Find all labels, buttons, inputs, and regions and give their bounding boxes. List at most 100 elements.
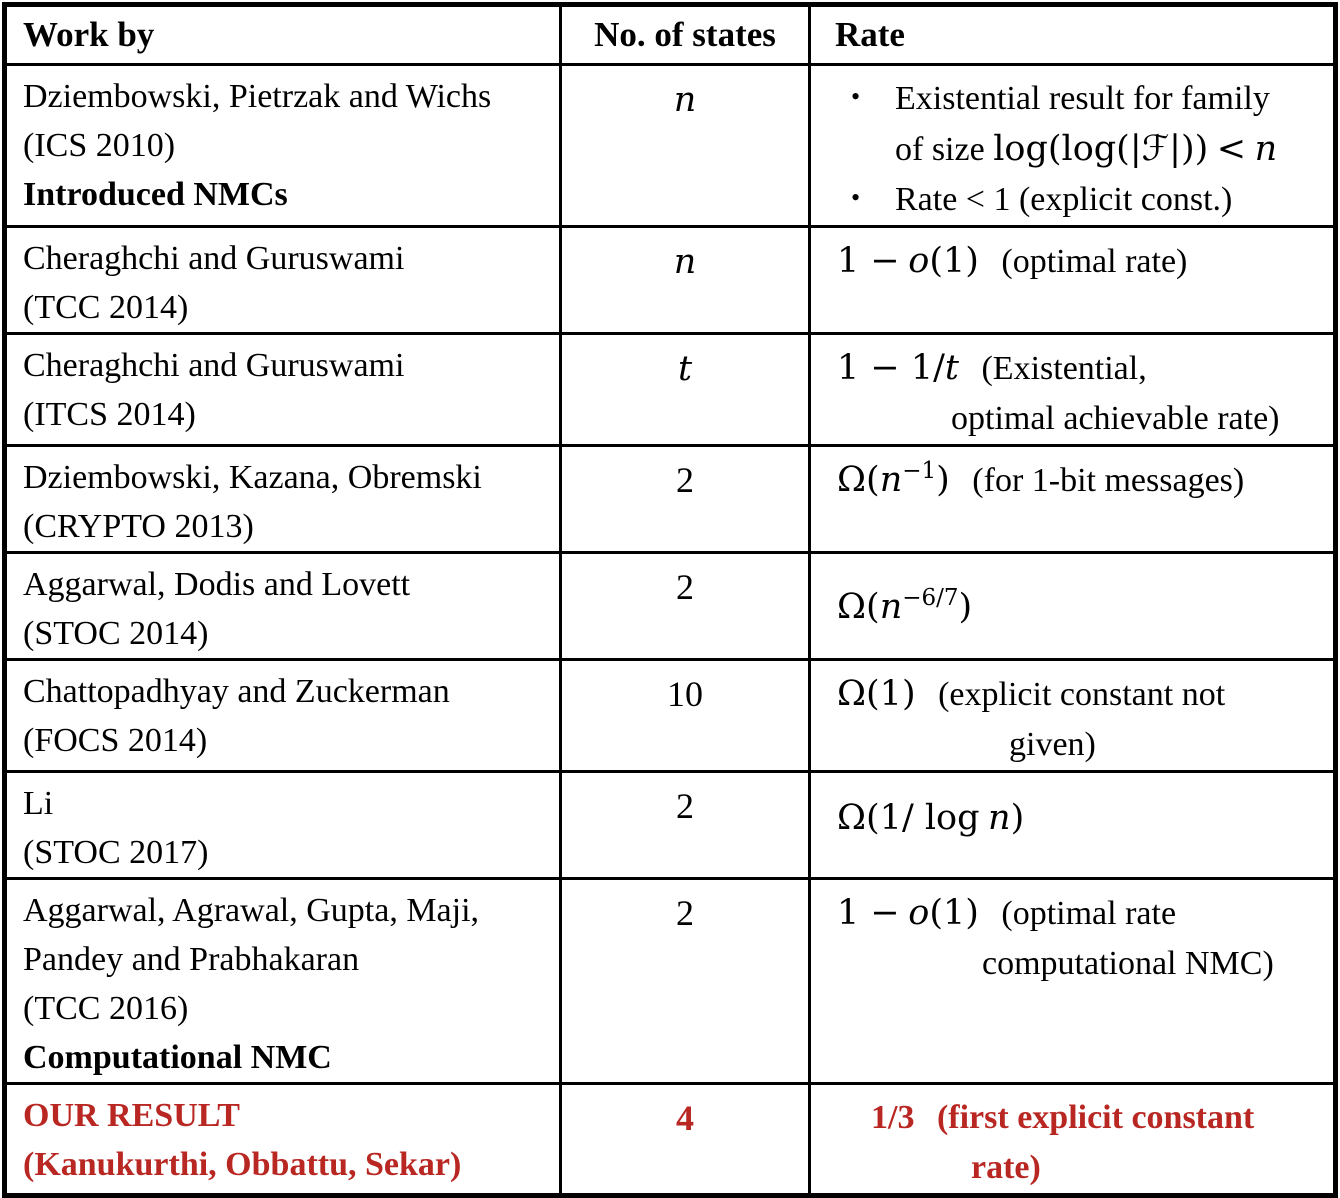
rate-cell: Ω(n−1) (for 1-bit messages)	[808, 444, 1337, 554]
table-row: Cheraghchi and Guruswami (TCC 2014) n 1 …	[3, 225, 1337, 335]
rate-formula: Ω(1/ log	[837, 798, 980, 838]
rate-formula: Ω(1)	[837, 674, 916, 714]
work-line: Aggarwal, Dodis and Lovett	[23, 566, 411, 603]
rate-line: of size log(log(|ℱ|)) < n	[837, 124, 1327, 175]
math-var: n	[879, 460, 903, 500]
states-value: 4	[676, 1098, 694, 1138]
rate-line: 1/3 (first explicit constant	[871, 1093, 1327, 1143]
exponent: −1	[902, 458, 937, 485]
states-cell: 10	[559, 658, 811, 773]
rate-formula: )	[936, 460, 950, 500]
rate-note-line2: given)	[1009, 726, 1096, 763]
rate-formula: (1)	[929, 241, 979, 281]
header-work-by: Work by	[3, 3, 562, 66]
rate-line: 1 − o(1) (optimal rate)	[837, 236, 1327, 287]
work-line: Aggarwal, Agrawal, Gupta, Maji,	[23, 892, 480, 929]
table-row: Aggarwal, Dodis and Lovett (STOC 2014) 2…	[3, 551, 1337, 661]
work-line: Cheraghchi and Guruswami	[23, 240, 405, 277]
rate-formula: )	[1010, 798, 1025, 838]
table-row: Dziembowski, Pietrzak and Wichs (ICS 201…	[3, 63, 1337, 228]
work-cell: Cheraghchi and Guruswami (ITCS 2014)	[3, 332, 562, 447]
math-var: n	[988, 798, 1011, 838]
rate-line: Ω(1/ log n)	[837, 793, 1327, 844]
rate-cell: 1 − o(1) (optimal rate computational NMC…	[808, 877, 1337, 1085]
states-value: n	[673, 242, 697, 282]
work-line: (Kanukurthi, Obbattu, Sekar)	[23, 1146, 462, 1183]
rate-formula: )	[958, 587, 973, 627]
work-line: (ITCS 2014)	[23, 396, 196, 433]
rate-formula: |))	[1169, 129, 1209, 169]
states-cell: 2	[559, 877, 811, 1085]
rate-note: (optimal rate	[1001, 895, 1177, 932]
math-var: n	[1254, 129, 1278, 169]
math-var: o	[908, 241, 930, 281]
rate-cell: 1/3 (first explicit constant rate)	[808, 1082, 1337, 1197]
rate-line: Ω(n−6/7)	[837, 582, 1327, 636]
rate-text: Rate < 1 (explicit const.)	[895, 181, 1233, 218]
states-cell: 2	[559, 444, 811, 554]
states-cell: 2	[559, 770, 811, 880]
states-cell: 4	[559, 1082, 811, 1197]
rate-line: 1 − o(1) (optimal rate	[837, 888, 1327, 939]
rate-formula: Ω(	[837, 460, 880, 500]
header-rate: Rate	[808, 3, 1337, 66]
work-line: (STOC 2017)	[23, 834, 209, 871]
work-line: Li	[23, 785, 54, 822]
rate-formula: log(log(|	[993, 129, 1142, 169]
work-cell: Li (STOC 2017)	[3, 770, 562, 880]
states-value: 10	[667, 674, 703, 714]
work-cell: Aggarwal, Dodis and Lovett (STOC 2014)	[3, 551, 562, 661]
work-cell: Chattopadhyay and Zuckerman (FOCS 2014)	[3, 658, 562, 773]
states-value: 2	[676, 893, 694, 933]
states-cell: n	[559, 63, 811, 228]
work-line: (TCC 2014)	[23, 289, 189, 326]
work-line: Pandey and Prabhakaran	[23, 941, 360, 978]
rate-note: (optimal rate)	[1001, 243, 1188, 280]
rate-note-line2: computational NMC)	[982, 945, 1274, 982]
states-cell: 2	[559, 551, 811, 661]
bullet-icon: •	[851, 183, 861, 212]
work-line: OUR RESULT	[23, 1097, 240, 1134]
header-row: Work by No. of states Rate	[3, 3, 1337, 66]
table-row: Chattopadhyay and Zuckerman (FOCS 2014) …	[3, 658, 1337, 773]
math-var: o	[908, 893, 930, 933]
rate-line: Ω(n−1) (for 1-bit messages)	[837, 455, 1327, 509]
rate-note: (first explicit constant	[936, 1099, 1255, 1136]
rate-cell: Ω(1) (explicit constant not given)	[808, 658, 1337, 773]
rate-text: Existential result for family	[895, 80, 1270, 117]
rate-cell: Ω(1/ log n)	[808, 770, 1337, 880]
exponent: −6/7	[902, 585, 959, 612]
rate-note: (for 1-bit messages)	[972, 462, 1245, 499]
rate-formula: 1 −	[837, 241, 900, 281]
mathcal-f: ℱ	[1141, 129, 1170, 169]
work-line: (STOC 2014)	[23, 615, 209, 652]
work-cell: Dziembowski, Pietrzak and Wichs (ICS 201…	[3, 63, 562, 228]
rate-note: (explicit constant not	[938, 676, 1226, 713]
work-line: (CRYPTO 2013)	[23, 508, 254, 545]
work-line: Dziembowski, Kazana, Obremski	[23, 459, 482, 496]
rate-line: 1 − 1/t (Existential,	[837, 343, 1327, 394]
rate-formula: 1 −	[837, 893, 900, 933]
work-line: Dziembowski, Pietrzak and Wichs	[23, 78, 492, 115]
rate-text: of size	[895, 131, 985, 168]
rate-note-line2: rate)	[971, 1149, 1041, 1186]
rate-note-line2: optimal achievable rate)	[951, 400, 1280, 437]
states-value: t	[677, 349, 693, 389]
rate-cell: • Existential result for family of size …	[808, 63, 1337, 228]
work-line-bold: Computational NMC	[23, 1039, 332, 1076]
states-value: n	[673, 80, 697, 120]
table-row: Cheraghchi and Guruswami (ITCS 2014) t 1…	[3, 332, 1337, 447]
states-cell: t	[559, 332, 811, 447]
rate-note: (Existential,	[981, 350, 1147, 387]
math-var: t	[944, 348, 959, 388]
rate-formula: 1 − 1/	[837, 348, 945, 388]
work-line-bold: Introduced NMCs	[23, 176, 288, 213]
rate-value: 1/3	[871, 1099, 915, 1136]
states-value: 2	[676, 460, 694, 500]
states-value: 2	[676, 786, 694, 826]
header-no-of-states: No. of states	[559, 3, 811, 66]
work-cell: Cheraghchi and Guruswami (TCC 2014)	[3, 225, 562, 335]
work-cell: Dziembowski, Kazana, Obremski (CRYPTO 20…	[3, 444, 562, 554]
rate-cell: 1 − o(1) (optimal rate)	[808, 225, 1337, 335]
